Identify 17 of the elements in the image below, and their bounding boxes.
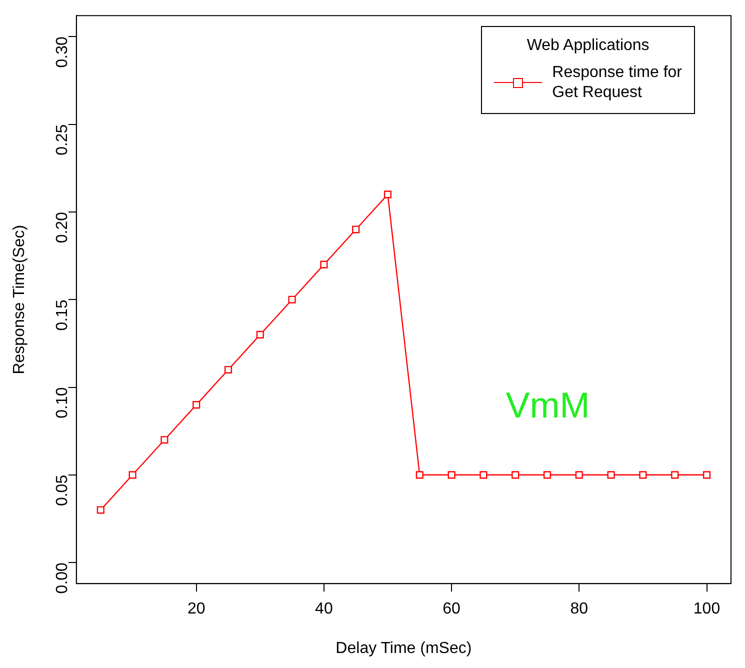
legend-label: Response time for Get Request [552, 63, 682, 103]
x-axis-title: Delay Time (mSec) [336, 640, 472, 657]
legend-title: Web Applications [526, 37, 650, 55]
annotation: VmM [506, 384, 590, 426]
y-tick-label: 0.10 [54, 387, 71, 418]
y-tick-label: 0.25 [54, 124, 71, 156]
x-tick-label: 80 [570, 600, 588, 618]
x-tick-label: 40 [315, 600, 333, 618]
y-tick-label: 0.20 [54, 212, 71, 244]
x-tick-label: 100 [693, 600, 720, 618]
y-tick-label: 0.30 [54, 36, 71, 68]
x-tick-label: 20 [187, 600, 206, 618]
y-tick-label: 0.00 [54, 562, 71, 594]
y-axis-title: Response Time(Sec) [11, 224, 28, 374]
x-tick-label: 60 [442, 600, 461, 618]
y-tick-label: 0.05 [54, 474, 71, 506]
y-tick-label: 0.15 [54, 300, 71, 331]
